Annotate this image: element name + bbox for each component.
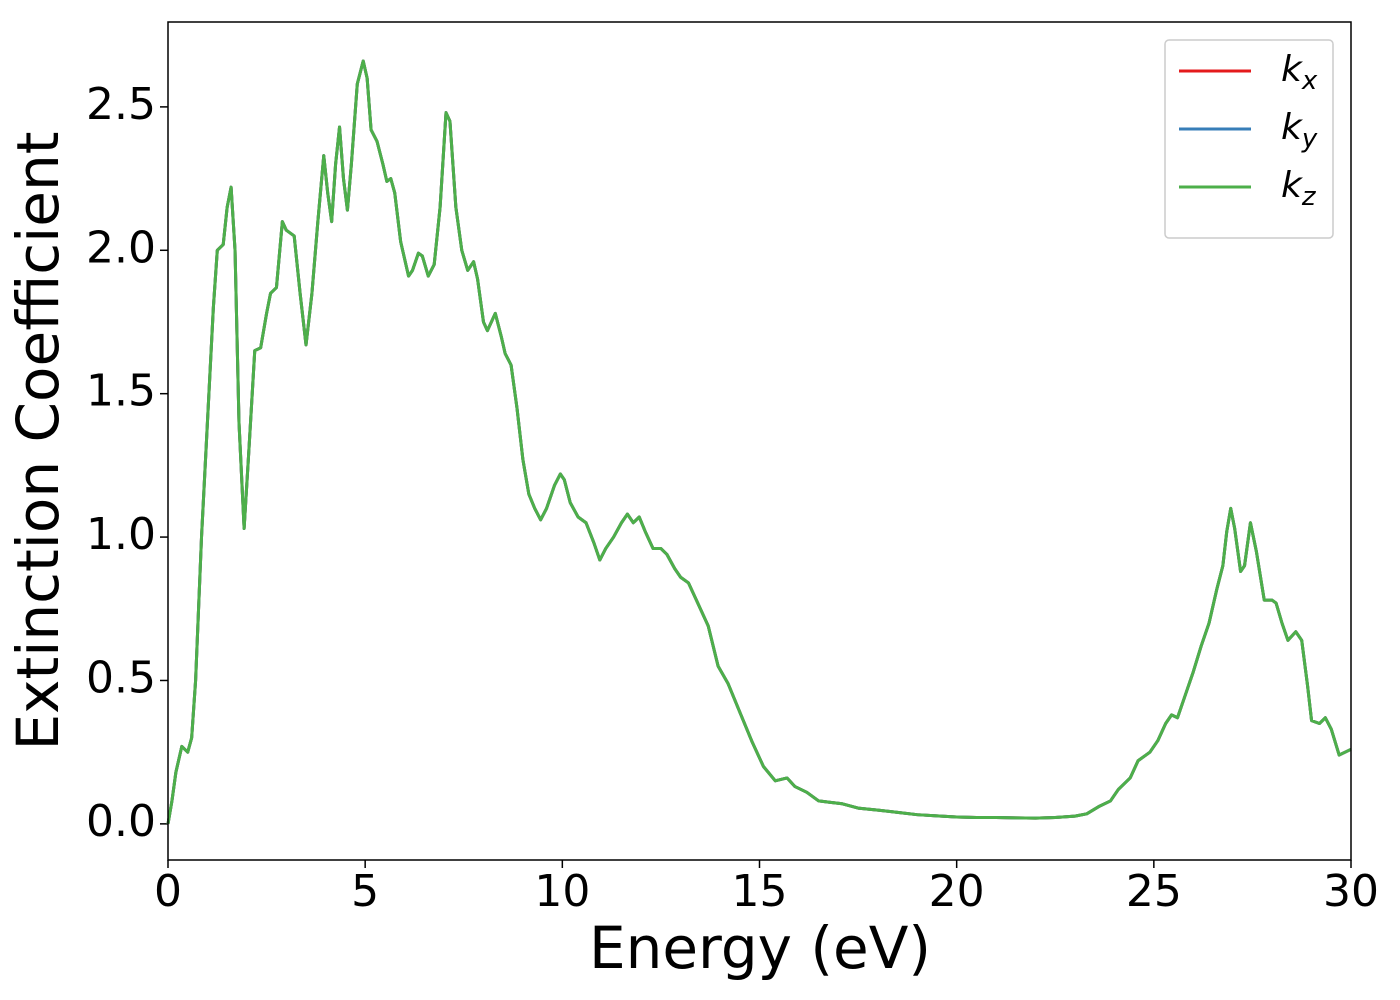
y-tick-label: 1.0 bbox=[86, 509, 156, 560]
legend-label: kz bbox=[1281, 165, 1317, 212]
plot-frame bbox=[167, 21, 1352, 861]
x-tick-label: 25 bbox=[1126, 866, 1182, 917]
x-tick-label: 10 bbox=[534, 866, 590, 917]
x-axis-label: Energy (eV) bbox=[589, 914, 931, 982]
y-axis-label: Extinction Coefficient bbox=[4, 132, 72, 751]
x-tick-label: 0 bbox=[154, 866, 182, 917]
legend-label: kx bbox=[1281, 49, 1318, 96]
y-tick-label: 2.0 bbox=[86, 222, 156, 273]
x-tick-label: 5 bbox=[351, 866, 379, 917]
y-tick-label: 0.0 bbox=[86, 796, 156, 847]
data-line bbox=[166, 59, 1352, 825]
y-tick-label: 2.5 bbox=[86, 79, 156, 130]
legend-label: ky bbox=[1281, 107, 1318, 154]
x-tick-label: 15 bbox=[732, 866, 788, 917]
x-tick-label: 30 bbox=[1323, 866, 1379, 917]
y-tick-label: 1.5 bbox=[86, 366, 156, 417]
x-tick-label: 20 bbox=[929, 866, 985, 917]
y-tick-label: 0.5 bbox=[86, 652, 156, 703]
